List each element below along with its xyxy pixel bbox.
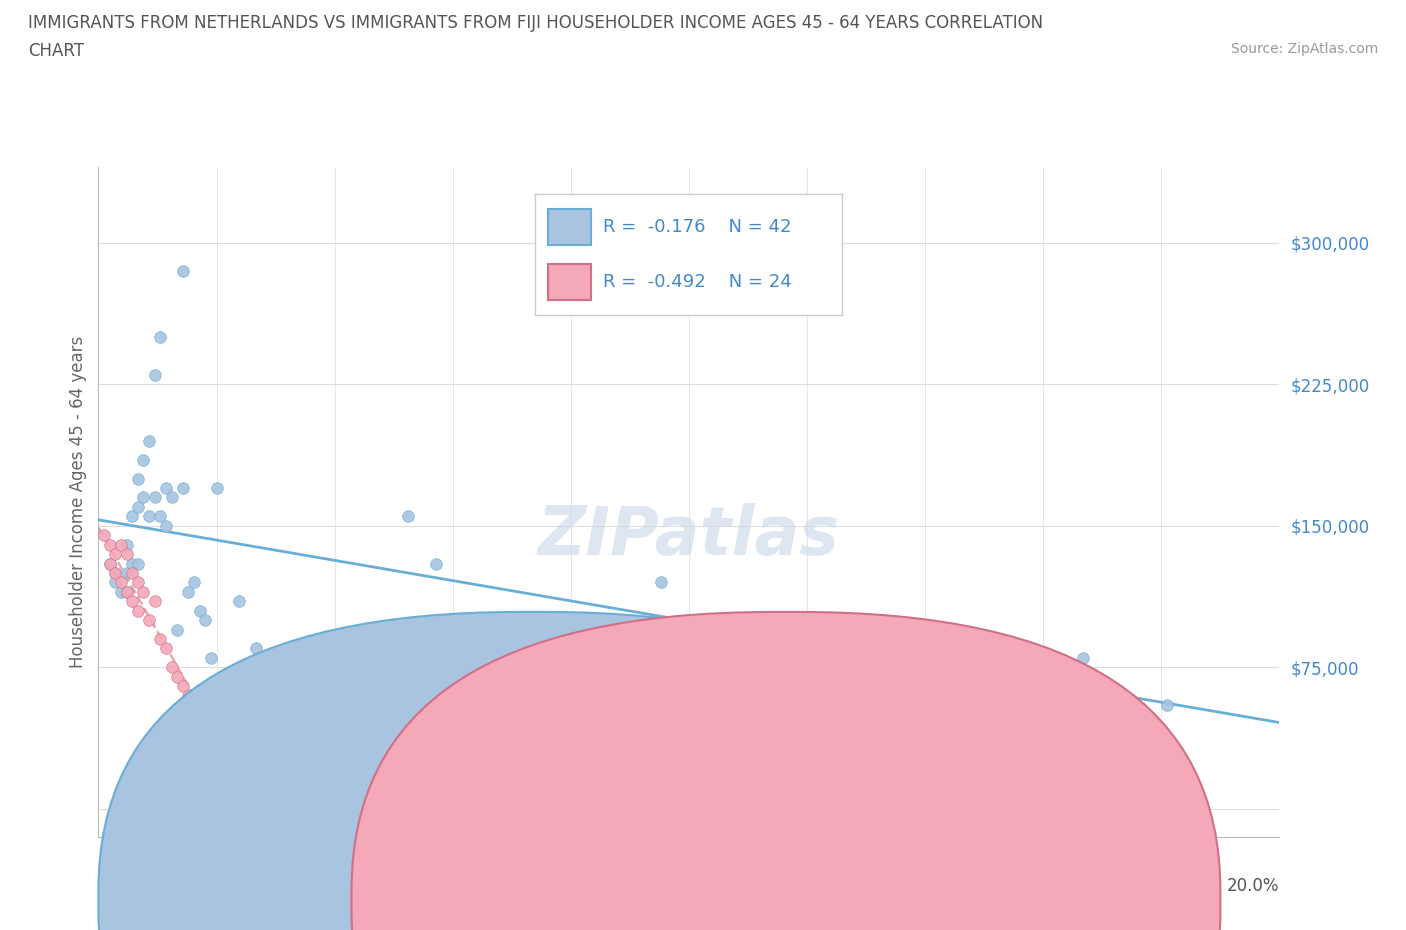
- Point: [104, 575, 127, 590]
- Point: [127, 472, 149, 486]
- Point: [177, 688, 200, 703]
- Point: [110, 584, 132, 599]
- Point: [98, 538, 121, 552]
- Point: [138, 509, 160, 524]
- Point: [183, 575, 205, 590]
- Point: [132, 452, 155, 467]
- Text: Immigrants from Netherlands: Immigrants from Netherlands: [553, 892, 799, 910]
- Point: [245, 641, 267, 656]
- Text: CHART: CHART: [28, 42, 84, 60]
- Point: [115, 565, 138, 580]
- Point: [188, 604, 211, 618]
- Point: [143, 490, 166, 505]
- Point: [104, 565, 127, 580]
- Point: [172, 481, 194, 496]
- Point: [172, 264, 194, 279]
- Point: [166, 622, 188, 637]
- Point: [110, 575, 132, 590]
- Text: Source: ZipAtlas.com: Source: ZipAtlas.com: [1230, 42, 1378, 56]
- Point: [160, 490, 183, 505]
- Point: [650, 575, 672, 590]
- Text: Immigrants from Fiji: Immigrants from Fiji: [820, 892, 987, 910]
- Point: [160, 659, 183, 674]
- Point: [138, 433, 160, 448]
- Point: [155, 481, 177, 496]
- Point: [115, 584, 138, 599]
- Point: [155, 518, 177, 533]
- Point: [132, 490, 155, 505]
- Point: [104, 547, 127, 562]
- Text: ZIPatlas: ZIPatlas: [538, 503, 839, 568]
- Point: [98, 556, 121, 571]
- Point: [177, 584, 200, 599]
- Point: [138, 613, 160, 628]
- Point: [127, 575, 149, 590]
- Point: [98, 556, 121, 571]
- Text: IMMIGRANTS FROM NETHERLANDS VS IMMIGRANTS FROM FIJI HOUSEHOLDER INCOME AGES 45 -: IMMIGRANTS FROM NETHERLANDS VS IMMIGRANT…: [28, 14, 1043, 32]
- Point: [396, 509, 419, 524]
- Point: [115, 538, 138, 552]
- Point: [200, 707, 222, 722]
- Point: [121, 565, 143, 580]
- Point: [143, 367, 166, 382]
- Point: [149, 509, 172, 524]
- Point: [228, 593, 250, 608]
- Point: [155, 641, 177, 656]
- Point: [256, 679, 278, 694]
- Point: [425, 556, 447, 571]
- Point: [205, 481, 228, 496]
- Point: [115, 584, 138, 599]
- Point: [166, 670, 188, 684]
- Point: [127, 604, 149, 618]
- Point: [127, 499, 149, 514]
- Point: [110, 538, 132, 552]
- Point: [149, 330, 172, 345]
- Point: [121, 556, 143, 571]
- Point: [104, 565, 127, 580]
- Point: [1156, 698, 1178, 712]
- Point: [93, 527, 115, 542]
- Point: [762, 641, 785, 656]
- Point: [121, 509, 143, 524]
- Text: R =  -0.176    N = 42: R = -0.176 N = 42: [603, 218, 792, 235]
- Point: [172, 679, 194, 694]
- Bar: [548, 208, 591, 245]
- Point: [194, 613, 217, 628]
- Text: 20.0%: 20.0%: [1227, 877, 1279, 896]
- Bar: [548, 264, 591, 300]
- Point: [200, 650, 222, 665]
- Text: R =  -0.492    N = 24: R = -0.492 N = 24: [603, 273, 792, 291]
- Point: [132, 584, 155, 599]
- Point: [959, 698, 981, 712]
- Point: [1071, 650, 1094, 665]
- Point: [121, 593, 143, 608]
- Point: [115, 547, 138, 562]
- Point: [188, 698, 211, 712]
- Point: [127, 556, 149, 571]
- Point: [149, 631, 172, 646]
- Point: [143, 593, 166, 608]
- Text: 0.0%: 0.0%: [98, 877, 141, 896]
- Y-axis label: Householder Income Ages 45 - 64 years: Householder Income Ages 45 - 64 years: [69, 336, 87, 669]
